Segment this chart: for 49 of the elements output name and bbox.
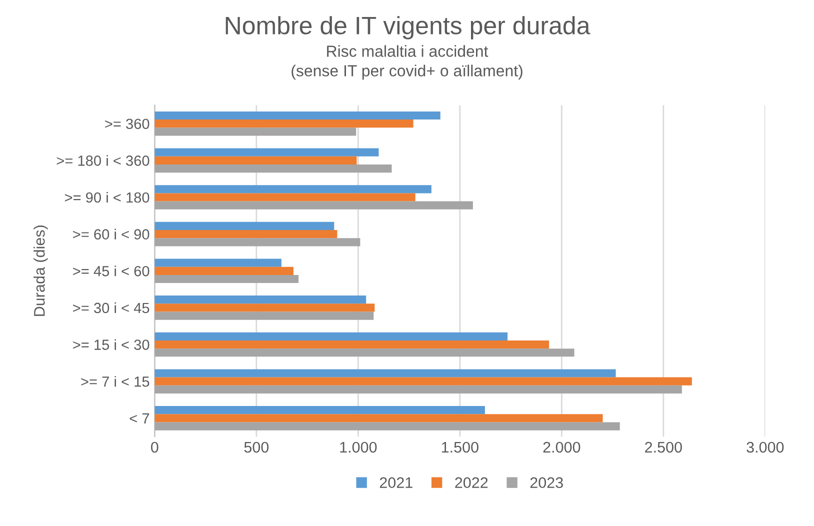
bar — [154, 266, 294, 275]
bar — [154, 340, 550, 349]
legend-label: 2023 — [530, 477, 563, 488]
legend-label: 2021 — [380, 477, 412, 488]
y-tick-label: >= 60 i < 90 — [73, 228, 150, 240]
y-axis-title: Durada (dies) — [34, 226, 48, 316]
bar — [154, 414, 603, 422]
bar — [154, 185, 432, 194]
bar — [154, 332, 508, 340]
bar — [154, 148, 379, 156]
bar — [154, 385, 682, 394]
bar — [154, 274, 299, 284]
chart-subtitle: Risc malaltia i accident (sense IT per covid+ o aïllament) — [292, 45, 522, 80]
x-tick-label: 500 — [244, 442, 269, 453]
bar — [154, 406, 485, 414]
bar — [154, 128, 356, 136]
y-tick-label: >= 45 i < 60 — [73, 266, 150, 276]
bar — [154, 377, 692, 386]
bar — [154, 120, 414, 128]
bar — [154, 258, 282, 267]
bar — [154, 304, 375, 312]
y-tick-label: >= 90 i < 180 — [64, 192, 150, 203]
y-tick-label: >= 30 i < 45 — [73, 302, 150, 314]
bar — [154, 201, 473, 210]
bar — [154, 193, 416, 202]
bar — [154, 230, 338, 238]
y-tick-label: >= 360 — [105, 118, 150, 130]
bar — [154, 312, 374, 320]
y-tick-label: < 7 — [130, 413, 150, 424]
x-tick-label: 2.000 — [543, 442, 580, 453]
y-tick-label: >= 7 i < 15 — [81, 376, 150, 387]
x-tick-label: 1.500 — [442, 442, 478, 453]
bar — [154, 222, 334, 230]
bar — [154, 238, 360, 246]
y-tick-label: >= 180 i < 360 — [56, 155, 150, 166]
bar — [154, 111, 440, 120]
y-tick-label: >= 15 i < 30 — [73, 339, 150, 350]
bar — [154, 348, 574, 357]
bar — [154, 156, 357, 164]
x-tick-label: 2.500 — [645, 442, 682, 453]
bar — [154, 296, 366, 304]
legend-label: 2022 — [455, 477, 488, 488]
x-tick-label: 0 — [151, 442, 158, 453]
bar — [154, 422, 620, 430]
x-tick-label: 1.000 — [340, 442, 377, 453]
chart-title: Nombre de IT vigents per durada — [226, 16, 590, 40]
bar — [154, 369, 616, 378]
bar — [154, 164, 392, 173]
x-tick-label: 3.000 — [746, 442, 784, 453]
